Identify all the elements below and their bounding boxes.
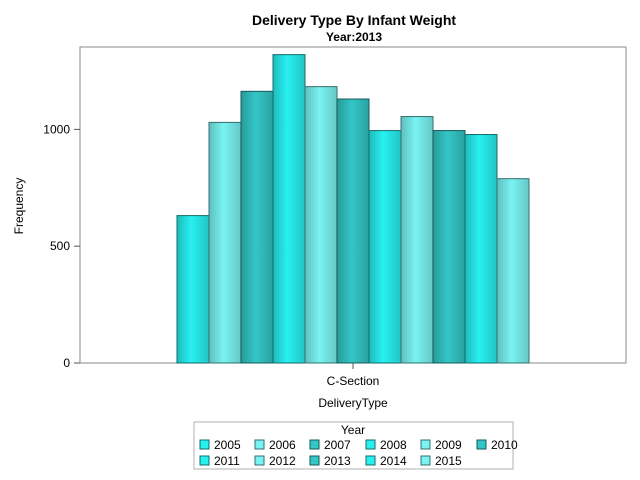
- x-tick-label-0: C-Section: [327, 374, 380, 388]
- bar-2011: [368, 130, 402, 364]
- legend-label-2015: 2015: [435, 454, 462, 468]
- legend-title: Year: [341, 423, 365, 437]
- legend-swatch-2015: [420, 455, 431, 466]
- legend-swatch-2013: [309, 455, 320, 466]
- legend-label-2005: 2005: [214, 438, 241, 452]
- y-tick-label-0: 0: [63, 356, 70, 370]
- legend-swatch-2008: [365, 439, 376, 450]
- bar-2008: [272, 54, 306, 364]
- legend-swatch-2009: [420, 439, 431, 450]
- legend-label-2007: 2007: [324, 438, 351, 452]
- bar-2010: [336, 98, 370, 364]
- y-axis-label: Frequency: [12, 178, 26, 235]
- legend-label-2009: 2009: [435, 438, 462, 452]
- chart-title: Delivery Type By Infant Weight: [252, 12, 456, 28]
- x-axis: C-Section: [327, 363, 380, 388]
- legend-items: 2005 2006 2007 2008 2009 2010 2011 2012 2013 2014…: [199, 438, 518, 468]
- bar-2009: [304, 86, 338, 364]
- y-tick-label-500: 500: [50, 239, 70, 253]
- bar-2005: [176, 215, 210, 364]
- y-axis: 0 500 1000: [43, 122, 80, 370]
- bar-2007: [240, 90, 274, 364]
- bars-layer: [176, 54, 530, 364]
- legend-swatch-2011: [199, 455, 210, 466]
- legend-label-2011: 2011: [214, 454, 240, 468]
- y-tick-label-1000: 1000: [43, 122, 70, 136]
- bar-2015: [496, 178, 530, 364]
- legend-label-2006: 2006: [269, 438, 296, 452]
- legend-swatch-2007: [309, 439, 320, 450]
- legend-label-2008: 2008: [380, 438, 407, 452]
- legend-label-2013: 2013: [324, 454, 351, 468]
- bar-2012: [400, 116, 434, 364]
- legend-swatch-2006: [254, 439, 265, 450]
- legend-swatch-2005: [199, 439, 210, 450]
- bar-2014: [464, 134, 498, 364]
- bar-2006: [208, 121, 242, 364]
- bar-2013: [432, 130, 466, 364]
- legend-box: [193, 421, 514, 470]
- legend-swatch-2014: [365, 455, 376, 466]
- legend-label-2010: 2010: [491, 438, 518, 452]
- legend-swatch-2012: [254, 455, 265, 466]
- chart-subtitle: Year:2013: [326, 30, 382, 44]
- legend-swatch-2010: [476, 439, 487, 450]
- x-axis-label: DeliveryType: [318, 396, 388, 410]
- legend-label-2012: 2012: [269, 454, 296, 468]
- legend-label-2014: 2014: [380, 454, 407, 468]
